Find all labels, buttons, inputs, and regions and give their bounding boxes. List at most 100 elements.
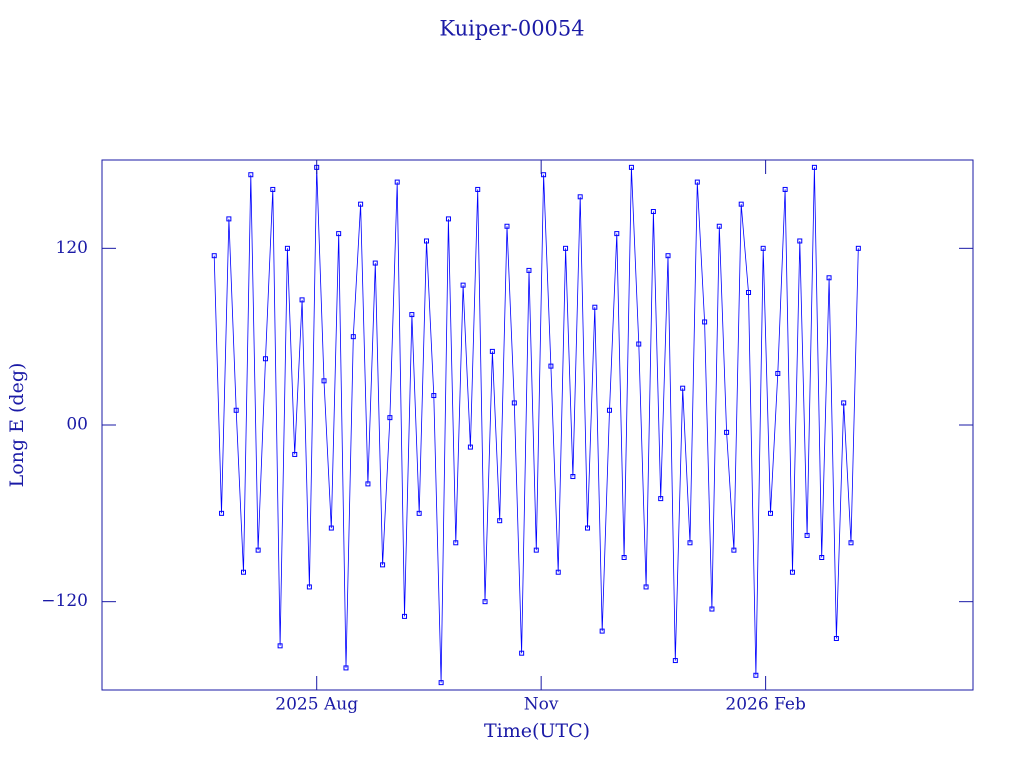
data-point	[519, 650, 525, 656]
data-point	[592, 304, 598, 310]
data-point	[614, 231, 620, 237]
x-tick-label: 2025 Aug	[275, 695, 358, 715]
data-point	[760, 245, 766, 251]
data-point	[789, 569, 795, 575]
data-point	[423, 238, 429, 244]
data-point	[482, 599, 488, 605]
data-point	[241, 569, 247, 575]
data-point	[694, 179, 700, 185]
data-point	[365, 481, 371, 487]
data-point	[833, 635, 839, 641]
data-point	[848, 540, 854, 546]
data-point	[277, 643, 283, 649]
data-point	[702, 319, 708, 325]
data-point	[409, 312, 415, 318]
data-point	[533, 547, 539, 553]
data-point	[563, 245, 569, 251]
data-point	[841, 400, 847, 406]
data-point	[387, 415, 393, 421]
data-point	[753, 672, 759, 678]
x-tick-label: Nov	[524, 695, 559, 715]
data-point	[460, 282, 466, 288]
data-point	[299, 297, 305, 303]
data-point	[577, 194, 583, 200]
y-tick-label: 120	[56, 238, 88, 258]
data-point	[826, 275, 832, 281]
data-point	[767, 510, 773, 516]
data-point	[233, 407, 239, 413]
data-point	[731, 547, 737, 553]
data-point	[672, 658, 678, 664]
data-point	[350, 334, 356, 340]
data-line	[213, 167, 859, 683]
data-point	[504, 223, 510, 229]
data-point	[819, 555, 825, 560]
data-point	[548, 363, 554, 369]
plot-frame	[101, 159, 974, 691]
chart-title: Kuiper-00054	[439, 17, 584, 41]
data-point	[599, 628, 605, 634]
x-axis-label: Time(UTC)	[484, 720, 590, 742]
data-point	[716, 223, 722, 229]
data-point	[248, 172, 254, 178]
data-point	[262, 356, 268, 362]
data-point	[636, 341, 642, 347]
data-point	[445, 216, 451, 222]
data-point	[511, 400, 517, 406]
data-point	[497, 518, 503, 524]
data-point	[687, 540, 693, 546]
data-point	[526, 267, 532, 273]
data-point	[321, 378, 327, 384]
data-point	[372, 260, 378, 266]
data-point	[665, 253, 671, 259]
data-point	[658, 496, 664, 502]
data-point	[585, 525, 591, 531]
data-point	[453, 540, 459, 546]
data-point	[394, 179, 400, 185]
data-point	[438, 680, 444, 686]
data-point	[226, 216, 232, 222]
data-point	[724, 429, 730, 435]
data-point	[606, 407, 612, 413]
data-point	[306, 584, 312, 590]
data-point	[628, 164, 634, 170]
data-point	[402, 613, 408, 619]
data-point	[650, 209, 656, 215]
data-point	[855, 245, 861, 251]
data-point	[343, 665, 349, 671]
data-point	[811, 164, 817, 170]
data-point	[738, 201, 744, 207]
data-point	[358, 201, 364, 207]
y-tick-label: −120	[41, 591, 88, 611]
data-point	[292, 451, 298, 457]
data-point	[475, 186, 481, 192]
plot-area	[211, 164, 861, 686]
data-point	[219, 510, 225, 516]
data-point	[709, 606, 715, 612]
data-point	[489, 348, 495, 354]
data-point	[336, 231, 342, 237]
data-point	[746, 290, 752, 295]
data-point	[284, 245, 290, 251]
data-point	[211, 253, 217, 259]
data-point	[255, 547, 261, 553]
data-point	[643, 584, 649, 590]
data-point	[541, 172, 547, 178]
data-point	[555, 569, 561, 575]
data-point	[380, 562, 386, 568]
data-point	[270, 186, 276, 192]
y-axis-label: Long E (deg)	[6, 363, 28, 488]
data-point	[328, 525, 334, 531]
data-point	[570, 474, 576, 480]
data-point	[416, 510, 422, 516]
data-point	[431, 393, 437, 399]
data-point	[680, 385, 686, 391]
x-tick-label: 2026 Feb	[725, 695, 806, 715]
data-point	[804, 532, 810, 538]
data-point	[621, 555, 627, 560]
y-tick-label: 00	[66, 415, 88, 435]
data-point	[467, 444, 473, 450]
data-point	[782, 186, 788, 192]
data-point	[797, 238, 803, 244]
